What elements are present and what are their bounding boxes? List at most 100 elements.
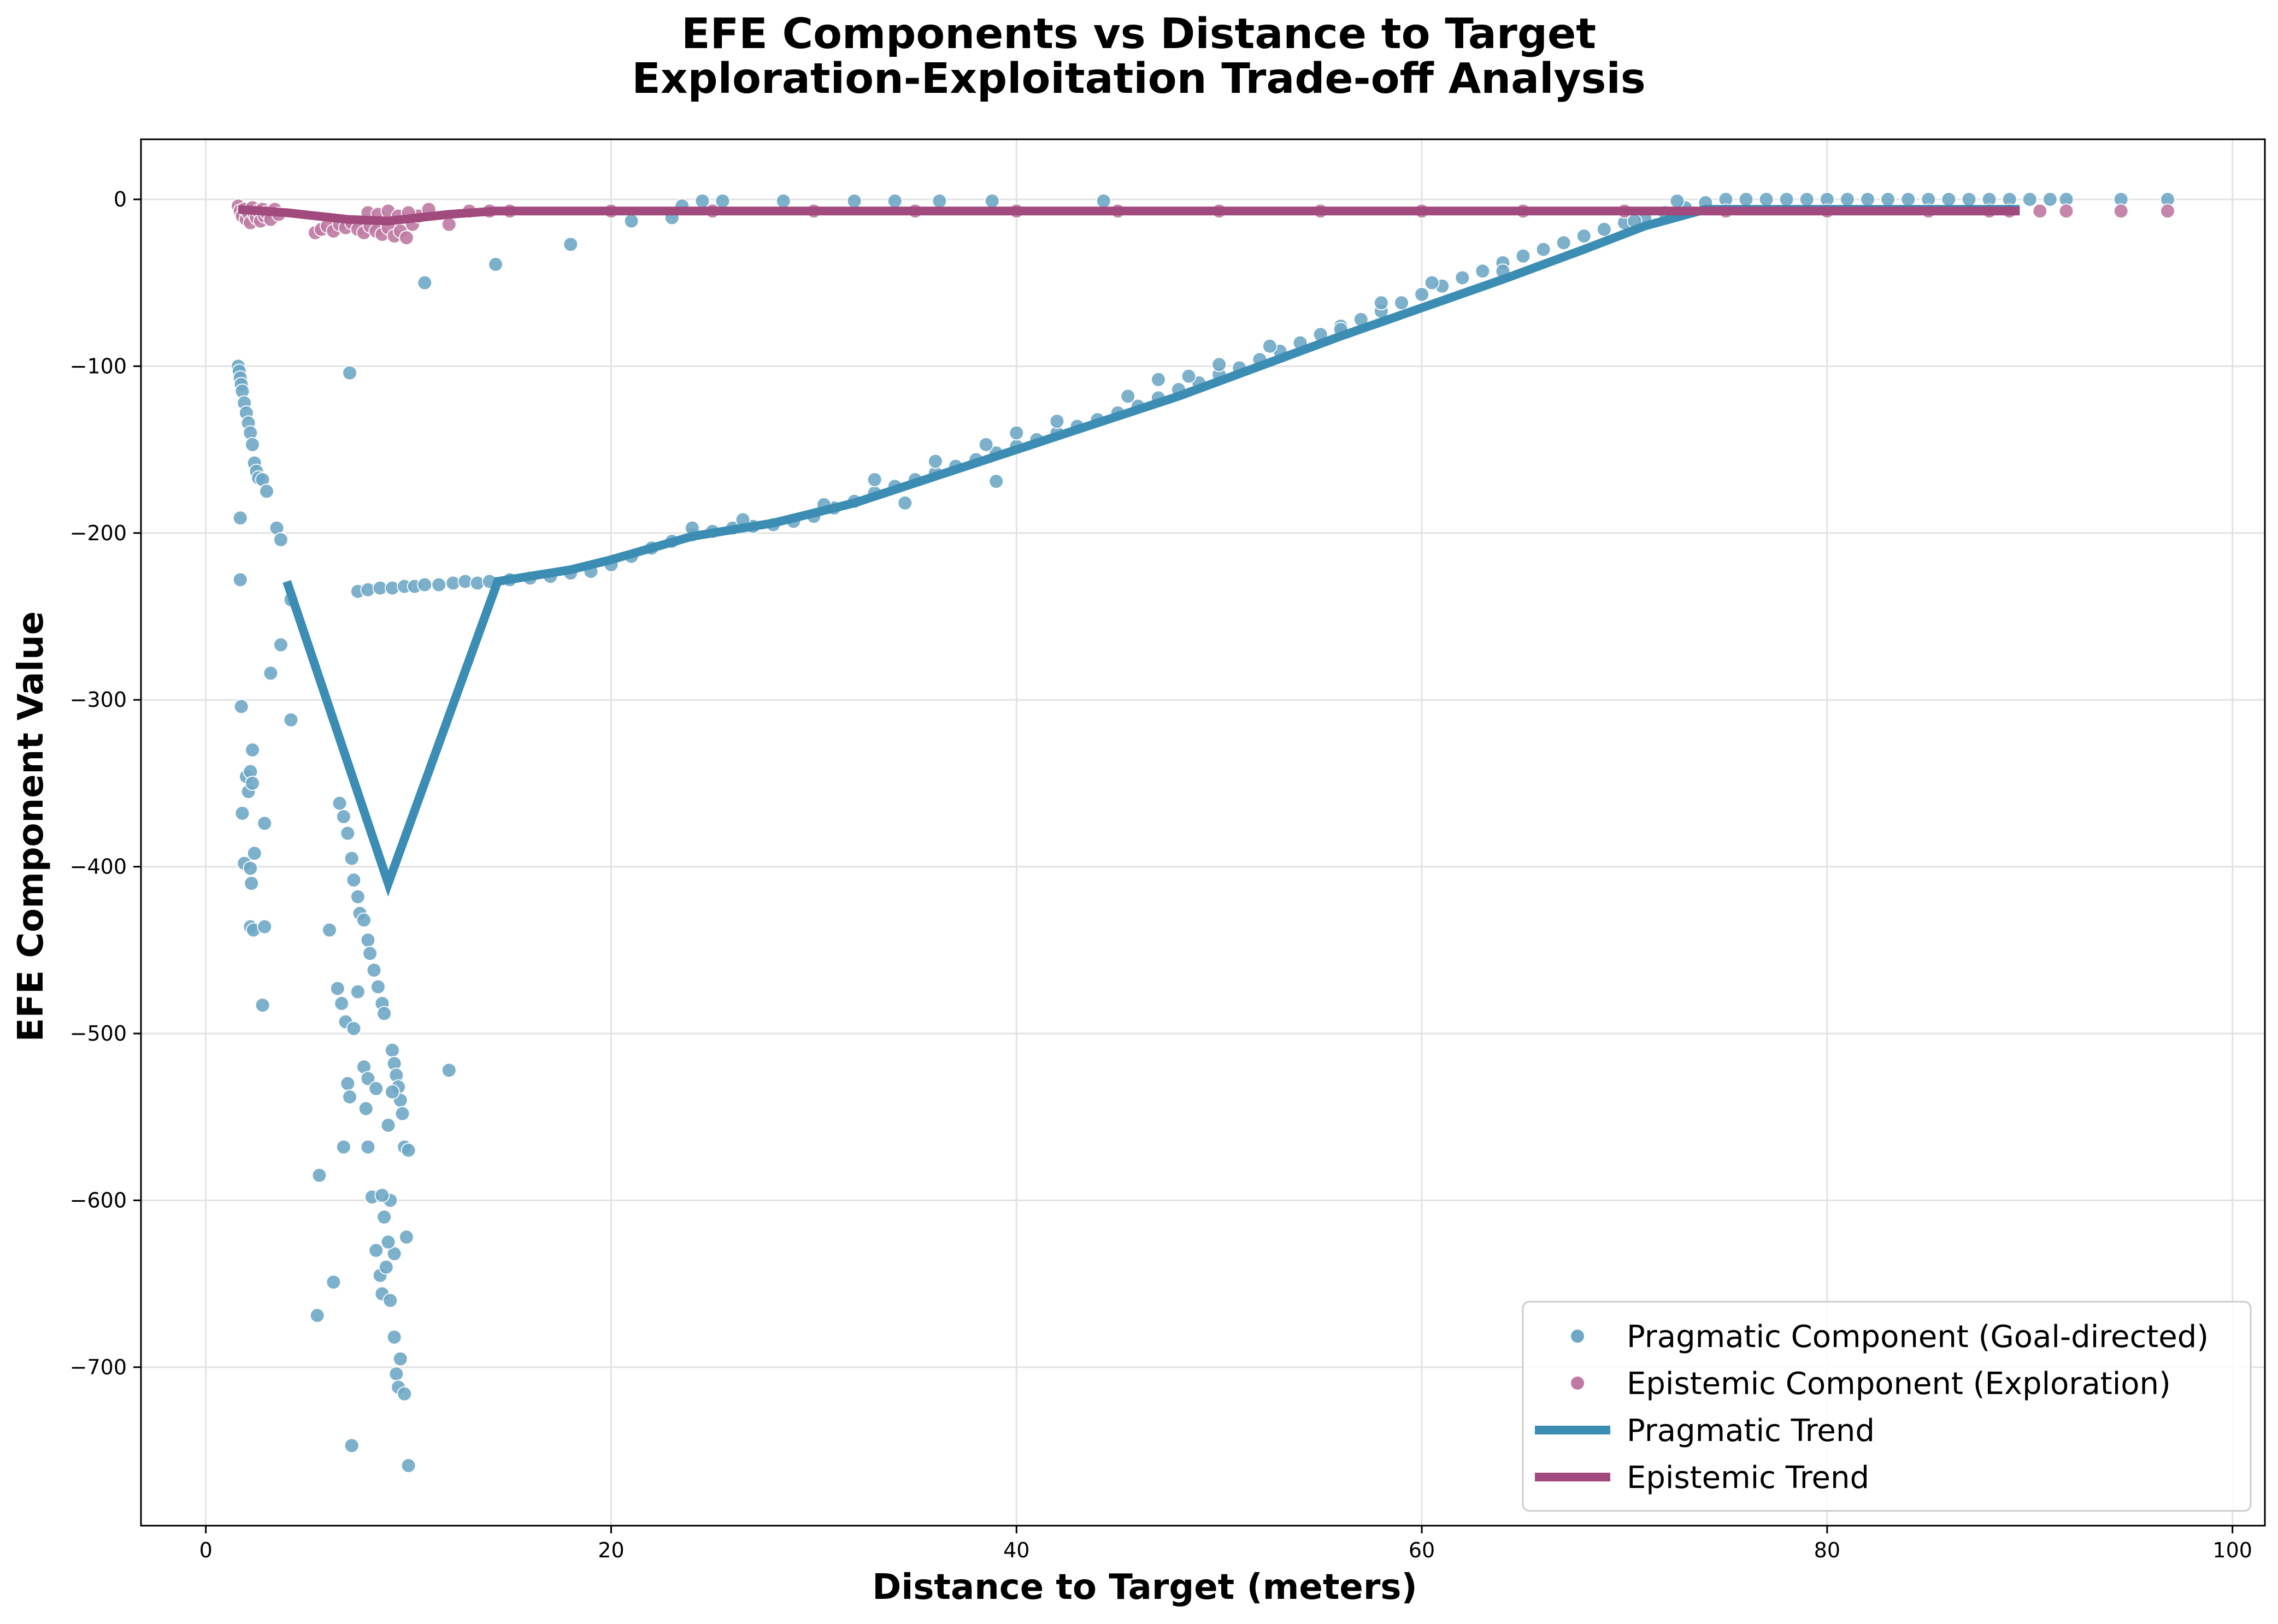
pragmatic-point (1799, 191, 1815, 207)
pragmatic-point (335, 1139, 351, 1155)
x-tick-label: 100 (2212, 1538, 2252, 1562)
pragmatic-point (258, 483, 274, 499)
y-axis-label: EFE Component Value (11, 611, 51, 1042)
pragmatic-point (1758, 191, 1774, 207)
pragmatic-point (1373, 295, 1389, 311)
pragmatic-point (273, 637, 289, 653)
pragmatic-point (1860, 191, 1876, 207)
legend-box (1522, 1301, 2252, 1512)
pragmatic-point (2022, 191, 2038, 207)
legend: Pragmatic Component (Goal-directed) Epist… (1522, 1301, 2252, 1512)
pragmatic-point (867, 472, 882, 488)
pragmatic-point (362, 946, 378, 961)
pragmatic-point (887, 193, 903, 209)
pragmatic-point (344, 1438, 360, 1454)
pragmatic-point (395, 1106, 410, 1121)
pragmatic-point (1211, 357, 1227, 373)
pragmatic-point (775, 193, 791, 209)
epistemic-point (2159, 203, 2175, 219)
chart-title-line2: Exploration-Exploitation Trade-off Analy… (632, 55, 1645, 103)
pragmatic-point (366, 962, 382, 978)
pragmatic-point (309, 1308, 325, 1324)
pragmatic-point (342, 1089, 358, 1105)
pragmatic-point (846, 193, 862, 209)
pragmatic-point (376, 1006, 392, 1021)
pragmatic-point (397, 1386, 413, 1402)
pragmatic-point (401, 1142, 416, 1158)
pragmatic-point (1556, 235, 1571, 251)
pragmatic-point (234, 805, 250, 821)
epistemic-point (441, 216, 457, 232)
pragmatic-point (1181, 368, 1197, 384)
pragmatic-point (380, 1234, 396, 1250)
x-tick-label: 40 (1003, 1538, 1029, 1562)
pragmatic-point (1880, 191, 1896, 207)
pragmatic-point (1120, 388, 1136, 404)
pragmatic-point (1475, 263, 1491, 279)
x-tick-label: 0 (199, 1538, 213, 1562)
trend-lines (238, 205, 2020, 897)
pragmatic-point (356, 912, 372, 928)
pragmatic-point (1535, 241, 1551, 257)
pragmatic-point (1839, 191, 1855, 207)
epistemic-point (398, 230, 414, 246)
pragmatic-point (344, 851, 360, 866)
legend-label: Pragmatic Trend (1627, 1413, 1875, 1449)
pragmatic-point (263, 665, 279, 681)
pragmatic-point (360, 1071, 376, 1086)
y-tick-label: −100 (70, 354, 127, 378)
pragmatic-point (360, 1139, 376, 1155)
pragmatic-point (417, 577, 433, 593)
pragmatic-point (1515, 248, 1531, 264)
pragmatic-point (623, 213, 639, 229)
pragmatic-point (232, 510, 248, 526)
pragmatic-point (360, 932, 376, 948)
x-tick-label: 80 (1814, 1538, 1840, 1562)
pragmatic-point (244, 876, 260, 891)
x-axis-label: Distance to Target (meters) (872, 1567, 1417, 1608)
pragmatic-point (1096, 193, 1111, 209)
pragmatic-point (978, 436, 994, 452)
pragmatic-point (350, 984, 366, 1000)
pragmatic-point (257, 816, 273, 831)
pragmatic-point (1900, 191, 1916, 207)
pragmatic-point (380, 1118, 396, 1133)
pragmatic-point (1262, 338, 1278, 354)
pragmatic-point (2042, 191, 2058, 207)
pragmatic-point (441, 1062, 457, 1078)
epistemic-point (2032, 203, 2048, 219)
pragmatic-point (243, 860, 258, 876)
pragmatic-point (1049, 414, 1065, 429)
pragmatic-point (232, 572, 248, 588)
pragmatic-point (340, 825, 356, 841)
y-tick-label: −400 (70, 855, 127, 879)
y-tick-label: −700 (70, 1355, 127, 1379)
pragmatic-point (389, 1366, 404, 1382)
epistemic-point (2113, 203, 2129, 219)
pragmatic-point (283, 712, 299, 728)
pragmatic-point (1576, 228, 1592, 244)
pragmatic-point (335, 808, 351, 824)
epistemic-legend-marker (1570, 1375, 1585, 1391)
pragmatic-point (401, 1458, 416, 1474)
legend-label: Epistemic Trend (1627, 1460, 1869, 1496)
pragmatic-point (329, 981, 345, 996)
pragmatic-point (334, 996, 350, 1012)
y-tick-label: −300 (70, 688, 127, 712)
pragmatic-point (321, 922, 337, 938)
pragmatic-point (431, 577, 447, 593)
pragmatic-point (1941, 191, 1957, 207)
pragmatic-point (1669, 193, 1685, 209)
pragmatic-point (984, 193, 1000, 209)
pragmatic-point (384, 1042, 400, 1058)
pragmatic-point (374, 1188, 390, 1203)
pragmatic-legend-marker (1570, 1328, 1585, 1344)
pragmatic-point (376, 1209, 392, 1225)
legend-label: Epistemic Component (Exploration) (1627, 1366, 2171, 1402)
epistemic-point (2058, 203, 2074, 219)
pragmatic-point (488, 257, 504, 273)
pragmatic-point (368, 1243, 384, 1259)
chart-title-line1: EFE Components vs Distance to Target (681, 10, 1596, 58)
